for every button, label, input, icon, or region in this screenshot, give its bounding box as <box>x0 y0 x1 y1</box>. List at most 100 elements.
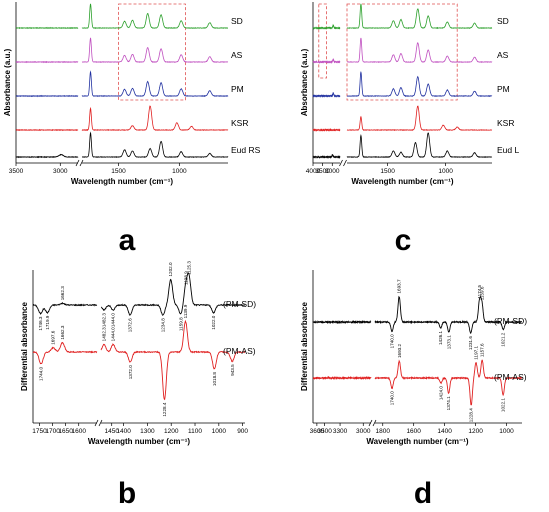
panel-d-annotation-1021-2: 1021.2 <box>501 332 506 346</box>
panel-b-annotation-1482-3: 1482.3 <box>102 327 107 341</box>
panel-c-highlight-box <box>346 3 458 101</box>
panel-c-x-tick-label-4000: 4000 <box>306 168 321 175</box>
panel-d-series-pm-as <box>312 359 523 406</box>
panel-d-annotation-1426-1: 1426.1 <box>438 331 443 345</box>
panel-b-annotation-1697-6: 1697.6 <box>51 330 56 344</box>
panel-b-annotation-1482-3: 1482.3 <box>102 313 107 327</box>
panel-d-annotation-1740-0: 1740.0 <box>390 391 395 405</box>
panel-a-series-sd <box>15 3 229 30</box>
panel-b-series-label-pm-sd: (PM-SD) <box>223 299 256 309</box>
panel-b-axis-break-mark <box>94 419 99 427</box>
panel-b-annotation-1228-4: 1228.4 <box>162 402 167 416</box>
panel-a-x-tick-label-3000: 3000 <box>53 168 68 175</box>
panel-b-x-tick-label-1700: 1700 <box>45 428 60 435</box>
panel-c-highlight-box <box>318 3 327 79</box>
panel-d-annotation-1693-2: 1693.2 <box>397 344 402 358</box>
panel-d-annotation-1374-1: 1374.1 <box>446 396 451 410</box>
panel-d-x-tick-label-3300: 3300 <box>333 428 348 435</box>
panel-b-annotation-1159-8: 1159.8 <box>178 317 183 331</box>
panel-a-series-eud-rs <box>15 131 229 159</box>
panel-b-x-tick-label-1400: 1400 <box>116 428 131 435</box>
panel-a-axis-break-mark <box>75 159 80 167</box>
panel-b-annotation-1234-8: 1234.8 <box>160 318 165 332</box>
panel-d-x-tick-label-1400: 1400 <box>437 428 452 435</box>
panel-b-y-axis-label: Differential absorbance <box>20 301 29 390</box>
panel-a-series-label-eud-rs: Eud RS <box>231 145 261 155</box>
panel-b-annotation-1662-3: 1662.3 <box>60 325 65 339</box>
panel-b-x-tick-label-1750: 1750 <box>32 428 47 435</box>
panel-d-axis-break-mark <box>368 419 373 427</box>
panel-a-series-label-as: AS <box>231 50 243 60</box>
panel-b-annotation-943-5: 943.5 <box>230 364 235 376</box>
panel-a-series-as <box>15 37 229 64</box>
panel-b-x-tick-label-1100: 1100 <box>188 428 202 435</box>
panel-b-panel-label: b <box>118 477 136 510</box>
panel-a-series-label-sd: SD <box>231 16 243 26</box>
panel-c-series-label-sd: SD <box>497 16 509 26</box>
panel-b-annotation-1125-3: 1125.3 <box>186 261 191 275</box>
panel-c-x-tick-label-3000: 3000 <box>325 168 340 175</box>
panel-b-annotation-1746-3: 1746.3 <box>38 316 43 330</box>
panel-c-series-ksr <box>312 105 493 132</box>
panel-d-panel-label: d <box>414 477 432 510</box>
panel-b-x-tick-label-1000: 1000 <box>212 428 227 435</box>
panel-d-annotation-1159-6: 1159.6 <box>479 286 484 300</box>
panel-b-x-tick-label-900: 900 <box>237 428 248 435</box>
panel-b-series-pm-as <box>32 319 246 401</box>
panel-a-series-label-pm: PM <box>231 84 244 94</box>
panel-a-x-tick-label-3500: 3500 <box>9 168 24 175</box>
panel-b-annotation-1138-9: 1138.9 <box>183 271 188 285</box>
panel-b-x-tick-label-1300: 1300 <box>140 428 155 435</box>
panel-c-series-label-ksr: KSR <box>497 118 514 128</box>
panel-b-annotation-1372-0: 1372.0 <box>128 365 133 379</box>
panel-d-series-label-pm-as: (PM-AS) <box>494 372 527 382</box>
panel-b-x-tick-label-1450: 1450 <box>104 428 119 435</box>
panel-c-x-axis-label: Wavelength number (cm⁻¹) <box>351 177 453 186</box>
panel-c-series-sd <box>312 3 493 30</box>
panel-b-x-tick-label-1650: 1650 <box>58 428 73 435</box>
panel-a-y-axis-label: Absorbance (a.u.) <box>3 48 12 116</box>
panel-a-x-axis-label: Wavelength number (cm⁻¹) <box>71 177 173 186</box>
panel-d-annotation-1174-5: 1174.5 <box>477 284 482 298</box>
panel-b-annotation-1022-0: 1022.0 <box>211 315 216 329</box>
panel-a-highlight-box <box>118 3 186 101</box>
panel-d-y-axis-label: Differential absorbance <box>300 301 309 390</box>
panel-c-x-tick-label-1000: 1000 <box>438 168 453 175</box>
panel-b-axis-break-mark <box>98 419 103 427</box>
panel-b-annotation-1372-6: 1372.6 <box>128 318 133 332</box>
panel-a-panel-label: a <box>119 224 136 257</box>
panel-a-axis-break-mark <box>79 159 84 167</box>
panel-b-x-axis-label: Wavelength number (cm⁻¹) <box>88 437 190 446</box>
panel-b-annotation-1018-8: 1018.8 <box>212 372 217 386</box>
panel-b-series-pm-sd <box>32 272 246 316</box>
panel-d-annotation-1740-0: 1740.0 <box>390 334 395 348</box>
panel-b-x-tick-label-1600: 1600 <box>71 428 86 435</box>
panel-c-x-tick-label-3500: 3500 <box>315 168 330 175</box>
panel-d-annotation-1197-1: 1197.1 <box>474 346 479 360</box>
panel-b-annotation-1662-3: 1662.3 <box>60 286 65 300</box>
panel-d-annotation-1157-6: 1157.6 <box>480 343 485 357</box>
panel-d-series-pm-sd <box>312 295 523 335</box>
panel-b-x-tick-label-1200: 1200 <box>164 428 179 435</box>
panel-d-annotation-1693-7: 1693.7 <box>397 279 402 293</box>
panel-d-x-axis-label: Wavelength number (cm⁻¹) <box>366 437 468 446</box>
panel-a-x-tick-label-1000: 1000 <box>172 168 187 175</box>
panel-d-x-tick-label-3500: 3500 <box>317 428 332 435</box>
panel-c-series-label-eud-l: Eud L <box>497 145 519 155</box>
panel-b-annotation-1444-0: 1444.0 <box>111 313 116 327</box>
panel-b-annotation-1444-0: 1444.0 <box>111 327 116 341</box>
panel-c-series-label-pm: PM <box>497 84 510 94</box>
panel-c-series-eud-l <box>312 132 493 159</box>
panel-c-axis-break-mark <box>339 159 343 167</box>
panel-c-series-pm <box>312 70 493 98</box>
panel-d-annotation-1228-4: 1228.4 <box>469 408 474 422</box>
panel-b-annotation-1719-9: 1719.9 <box>45 315 50 329</box>
panel-b-annotation-1744-0: 1744.0 <box>39 366 44 380</box>
panel-b-annotation-1202-0: 1202.0 <box>168 262 173 276</box>
panel-c-axis-break-mark <box>343 159 347 167</box>
panel-c-y-axis-label: Absorbance (a.u.) <box>300 48 309 116</box>
panel-a-series-pm <box>15 70 229 98</box>
